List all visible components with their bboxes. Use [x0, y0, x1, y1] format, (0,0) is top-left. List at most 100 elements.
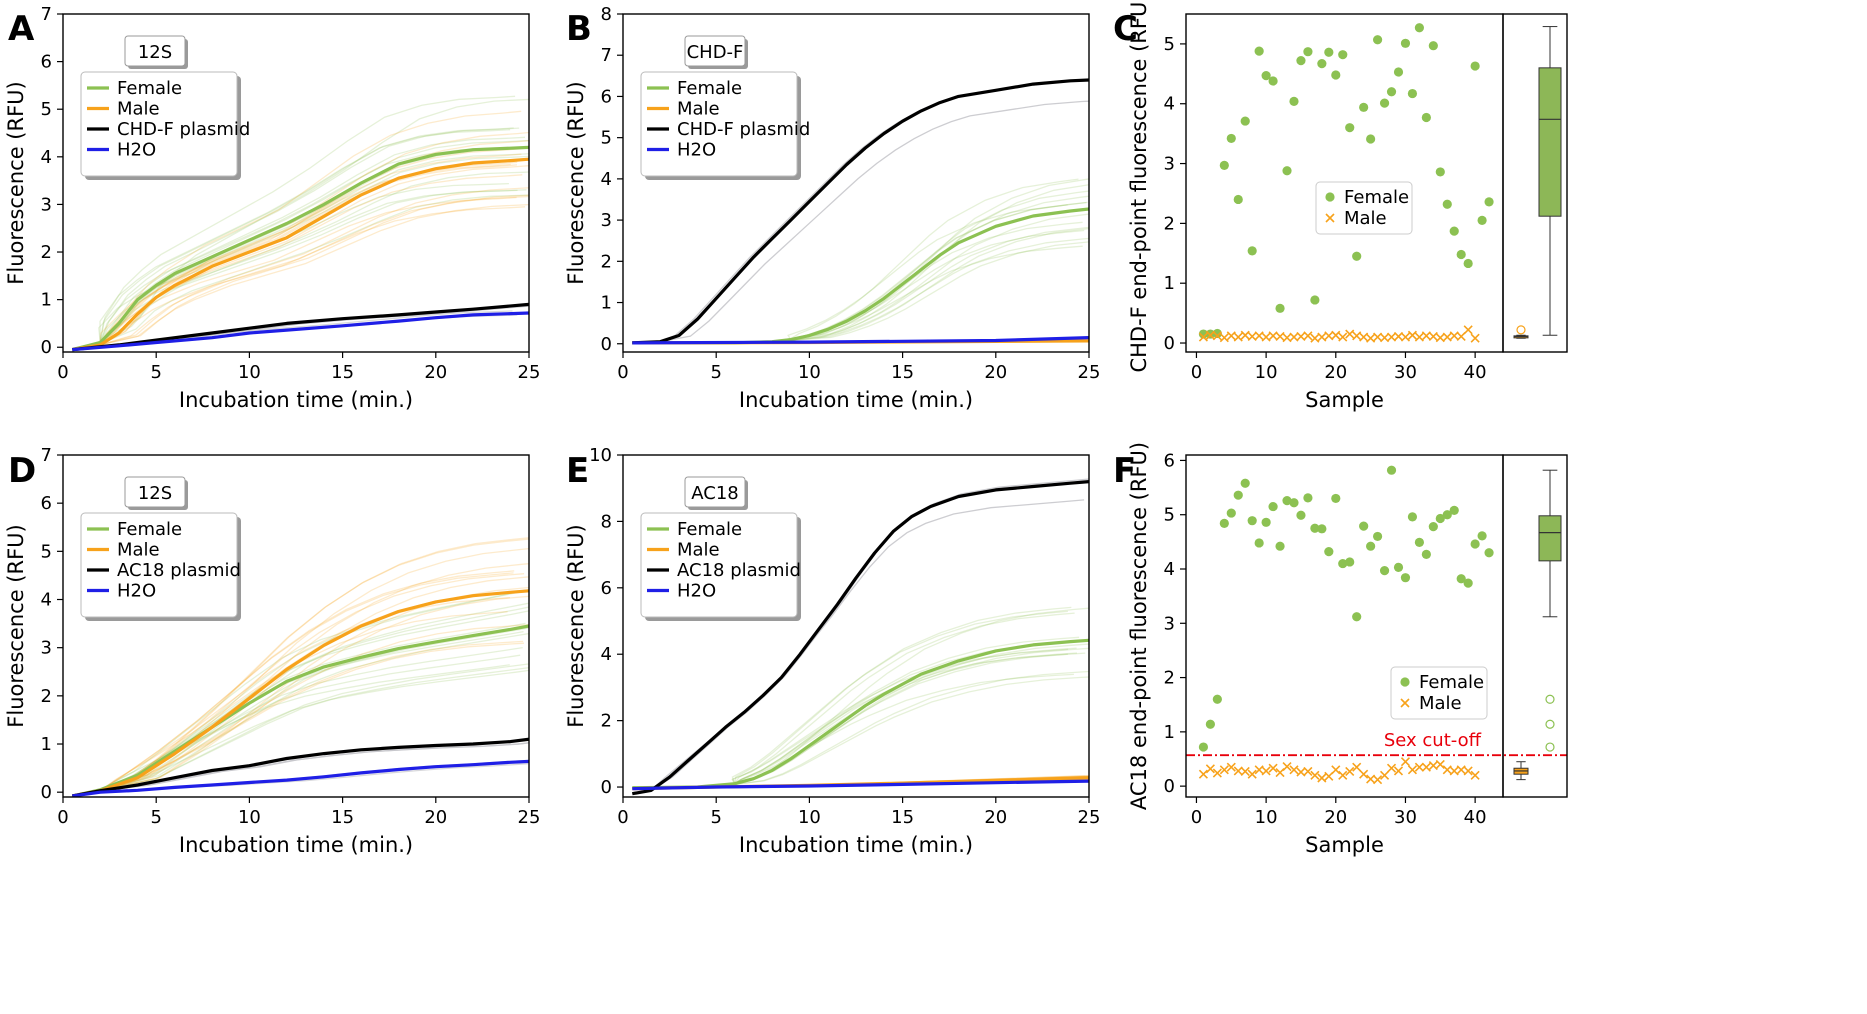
female-point: [1407, 88, 1418, 99]
female-point: [1268, 76, 1278, 86]
female-point: [1393, 562, 1404, 572]
y-tick-label: 1: [41, 290, 52, 311]
replicate-trace: [632, 653, 1068, 789]
female-point: [1233, 490, 1243, 500]
male-point: [1442, 765, 1452, 775]
male-point: [1324, 771, 1334, 781]
female-point: [1421, 549, 1431, 559]
x-axis-label: Incubation time (min.): [739, 833, 973, 857]
male-point: [1331, 330, 1341, 340]
box-outlier: [1545, 719, 1555, 729]
x-axis-label: Sample: [1305, 388, 1384, 412]
replicate-trace: [72, 589, 526, 797]
y-tick-label: 7: [41, 4, 52, 25]
replicate-trace: [632, 647, 1077, 789]
female-point: [1226, 508, 1236, 518]
male-point: [1212, 768, 1222, 778]
male-point: [1275, 331, 1285, 342]
male-point: [1261, 332, 1271, 342]
legend-marker: [1325, 192, 1335, 202]
y-tick-label: 4: [41, 147, 52, 168]
y-tick-label: 4: [41, 590, 52, 611]
female-point: [1219, 518, 1229, 529]
legend-label: Female: [117, 519, 182, 540]
male-point: [1310, 770, 1320, 780]
male-point: [1400, 332, 1411, 342]
legend-label: Male: [677, 540, 720, 561]
male-point: [1219, 765, 1229, 775]
male-point: [1303, 766, 1313, 777]
box-outlier: [1545, 742, 1555, 752]
y-tick-label: 0: [41, 337, 52, 358]
male-point: [1338, 332, 1348, 342]
male-point: [1317, 773, 1327, 783]
female-point: [1359, 521, 1369, 531]
female-point: [1400, 573, 1411, 583]
replicate-trace: [72, 163, 511, 351]
legend-label: H2O: [677, 140, 716, 161]
female-point: [1226, 133, 1236, 144]
legend-label: Female: [677, 519, 742, 540]
male-point: [1470, 770, 1480, 780]
x-tick-label: 10: [238, 807, 261, 828]
replicate-trace: [632, 636, 1080, 789]
series-line-female: [632, 638, 1089, 790]
replicate-trace: [72, 669, 529, 797]
female-point: [1414, 23, 1424, 33]
y-axis-label: Fluorescence (RFU): [4, 524, 28, 727]
panel-letter: B: [566, 9, 592, 49]
male-point: [1463, 325, 1473, 335]
panel-title: CHD-F: [687, 42, 744, 63]
y-tick-label: 8: [601, 4, 612, 25]
y-tick-label: 6: [1164, 450, 1175, 471]
female-point: [1247, 516, 1257, 526]
x-tick-label: 20: [1324, 807, 1347, 828]
female-point: [1303, 47, 1313, 57]
plot-frame: [622, 13, 1090, 353]
x-tick-label: 15: [891, 362, 914, 383]
series-line-h2o: [72, 311, 529, 352]
male-point: [1470, 333, 1480, 343]
female-point: [1428, 41, 1438, 51]
y-tick-label: 7: [41, 445, 52, 466]
replicate-trace: [72, 136, 526, 351]
male-point: [1393, 766, 1404, 776]
legend-label: AC18 plasmid: [677, 560, 801, 581]
male-point: [1303, 331, 1313, 341]
male-point: [1400, 757, 1411, 767]
legend-label: H2O: [677, 581, 716, 602]
male-point: [1198, 769, 1208, 779]
x-tick-label: 40: [1464, 362, 1487, 383]
legend-marker: [1325, 213, 1335, 223]
female-point: [1456, 249, 1466, 260]
male-point: [1386, 763, 1397, 773]
replicate-trace: [72, 140, 529, 351]
replicate-trace: [72, 195, 529, 351]
replicate-trace: [72, 742, 529, 797]
female-point: [1338, 50, 1348, 60]
female-point: [1345, 123, 1355, 133]
x-tick-label: 10: [798, 807, 821, 828]
female-point: [1366, 134, 1376, 144]
y-tick-label: 8: [601, 511, 612, 532]
y-tick-label: 0: [601, 334, 612, 355]
y-axis-label: Fluorescence (RFU): [564, 524, 588, 727]
x-tick-label: 15: [891, 807, 914, 828]
female-point: [1324, 547, 1334, 557]
x-tick-label: 20: [424, 807, 447, 828]
panel-letter: E: [566, 451, 589, 491]
x-tick-label: 5: [150, 362, 161, 383]
x-tick-label: 20: [1324, 362, 1347, 383]
female-point: [1442, 199, 1452, 209]
box-body: [1538, 515, 1562, 562]
replicate-trace: [72, 203, 529, 351]
female-point: [1393, 67, 1404, 77]
male-point: [1456, 331, 1466, 342]
replicate-trace: [72, 194, 529, 351]
y-tick-label: 2: [601, 251, 612, 272]
female-point: [1352, 612, 1362, 622]
female-point: [1407, 512, 1418, 522]
female-point: [1359, 102, 1369, 112]
replicate-trace: [632, 190, 1089, 344]
